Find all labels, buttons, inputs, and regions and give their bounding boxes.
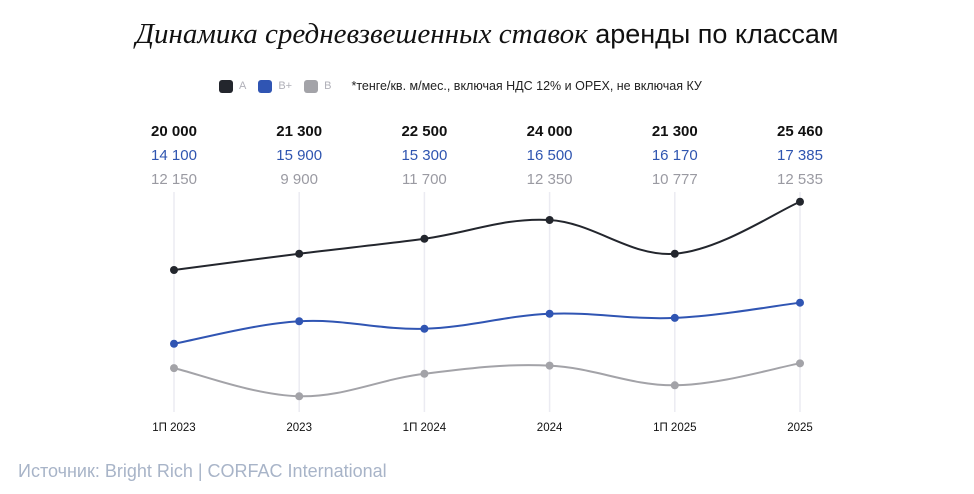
data-point <box>170 339 178 348</box>
x-tick-label: 2023 <box>286 422 312 434</box>
value-column: 22 500 15 300 11 700 <box>369 120 479 192</box>
value-column: 21 300 16 170 10 777 <box>620 120 730 192</box>
x-tick-label: 1П 2024 <box>403 422 447 434</box>
data-point <box>295 317 304 326</box>
source-note: Источник: Bright Rich | CORFAC Internati… <box>18 461 387 481</box>
data-point <box>796 197 804 206</box>
data-label-b: 9 900 <box>280 171 318 188</box>
value-column: 21 300 15 900 9 900 <box>244 120 354 192</box>
data-label-b: 12 535 <box>777 171 823 188</box>
data-label-b: 12 150 <box>151 171 197 188</box>
x-tick-label: 1П 2025 <box>653 422 696 434</box>
data-label-a: 21 300 <box>276 123 323 140</box>
legend-label-a: A <box>239 80 247 92</box>
data-point <box>796 298 804 307</box>
x-tick-label: 2024 <box>537 422 563 434</box>
chart-title: Динамика средневзвешенных ставок аренды … <box>0 18 974 51</box>
data-label-a: 21 300 <box>651 123 698 140</box>
data-point <box>545 361 554 370</box>
series-line-a <box>173 200 801 271</box>
data-point <box>420 234 429 243</box>
data-label-b: 10 777 <box>651 171 698 188</box>
legend-swatch-bplus <box>258 79 273 93</box>
data-point <box>545 216 554 224</box>
data-point <box>170 266 178 274</box>
data-point <box>670 381 679 390</box>
x-tick-label: 1П 2023 <box>152 422 195 434</box>
title-regular: аренды по классам <box>587 19 839 49</box>
series-line-b <box>173 362 801 398</box>
data-point <box>420 324 429 333</box>
data-label-bplus: 15 300 <box>401 147 448 164</box>
data-label-a: 20 000 <box>151 123 197 140</box>
data-point <box>295 249 304 258</box>
data-label-a: 22 500 <box>401 123 448 140</box>
data-label-bplus: 14 100 <box>151 147 197 164</box>
series-line-bplus <box>173 301 801 345</box>
data-label-b: 11 700 <box>402 171 447 188</box>
data-label-bplus: 17 385 <box>777 147 823 164</box>
data-label-a: 24 000 <box>526 123 573 140</box>
data-label-bplus: 16 500 <box>526 147 573 164</box>
legend-swatch-b <box>304 79 319 93</box>
value-column: 25 460 17 385 12 535 <box>745 120 855 192</box>
value-column: 20 000 14 100 12 150 <box>119 120 229 192</box>
data-point <box>670 313 679 322</box>
units-note: *тенге/кв. м/мес., включая НДС 12% и OPE… <box>351 79 702 93</box>
data-point <box>796 359 804 368</box>
legend: A B+ B *тенге/кв. м/мес., включая НДС 12… <box>219 79 702 93</box>
data-label-bplus: 16 170 <box>651 147 698 164</box>
legend-label-b: B <box>324 80 332 92</box>
data-point <box>545 309 554 318</box>
data-label-b: 12 350 <box>526 171 573 188</box>
title-italic: Динамика средневзвешенных ставок <box>135 18 588 50</box>
data-point <box>295 392 304 401</box>
data-label-bplus: 15 900 <box>276 147 323 164</box>
legend-label-bplus: B+ <box>278 80 293 92</box>
legend-swatch-a <box>219 79 233 93</box>
data-point <box>670 249 679 258</box>
value-column: 24 000 16 500 12 350 <box>495 120 605 192</box>
data-label-a: 25 460 <box>777 123 823 140</box>
data-point <box>170 364 178 373</box>
x-tick-label: 2025 <box>787 422 813 434</box>
data-point <box>420 369 429 378</box>
